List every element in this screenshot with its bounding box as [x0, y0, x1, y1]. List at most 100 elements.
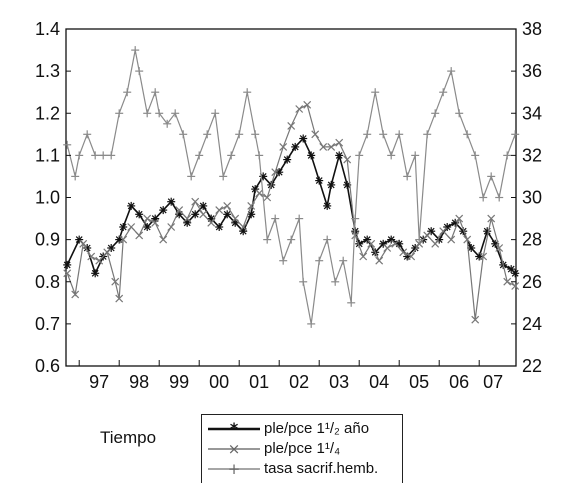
- data-point: [327, 142, 336, 151]
- data-point: [95, 256, 104, 265]
- y-right-tick-label: 28: [522, 230, 542, 250]
- data-point: [263, 235, 272, 244]
- data-point: [135, 210, 144, 219]
- y-left-tick-label: 1.0: [35, 188, 60, 208]
- marker-stroke: [375, 256, 384, 265]
- marker-stroke: [415, 239, 424, 248]
- data-point: [223, 201, 232, 210]
- data-point: [487, 172, 496, 181]
- data-point: [315, 176, 324, 185]
- svg-text:+: +: [228, 460, 241, 478]
- marker-stroke: [63, 269, 72, 278]
- marker-stroke: [135, 210, 143, 218]
- data-point: [367, 239, 376, 248]
- marker-stroke: [75, 236, 83, 244]
- series-layer: [63, 46, 520, 328]
- data-point: [287, 235, 296, 244]
- marker-stroke: [159, 235, 168, 244]
- data-point: [503, 277, 512, 286]
- y-right-tick-label: 34: [522, 103, 542, 123]
- data-point: [411, 151, 420, 160]
- marker-stroke: [91, 269, 99, 277]
- data-point: [299, 277, 308, 286]
- data-point: [91, 269, 100, 278]
- data-point: [183, 218, 192, 227]
- legend-item-tasa-sacrif: + tasa sacrif.hemb.: [202, 459, 402, 479]
- marker-stroke: [283, 156, 291, 164]
- y-right-tick-label: 30: [522, 188, 542, 208]
- data-point: [511, 269, 520, 278]
- marker-stroke: [463, 235, 472, 244]
- y-left-tick-label: 0.6: [35, 356, 60, 376]
- marker-stroke: [247, 201, 256, 210]
- marker-stroke: [351, 231, 360, 240]
- x-tick-label: 02: [289, 372, 309, 392]
- marker-stroke: [71, 290, 80, 299]
- marker-stroke: [303, 100, 312, 109]
- marker-stroke: [355, 240, 363, 248]
- y-right-tick-label: 38: [522, 19, 542, 39]
- data-point: [247, 201, 256, 210]
- legend-swatch-ple-pce-1-25: ×: [208, 440, 260, 458]
- marker-stroke: [287, 121, 296, 130]
- marker-stroke: [379, 240, 387, 248]
- data-point: [115, 109, 124, 118]
- data-point: [143, 223, 152, 231]
- marker-stroke: [467, 244, 475, 252]
- marker-stroke: [363, 236, 371, 244]
- data-point: [291, 142, 300, 151]
- data-point: [191, 210, 200, 219]
- y-left-tick-label: 1.4: [35, 19, 60, 39]
- data-point: [339, 256, 348, 265]
- data-point: [187, 172, 196, 181]
- series-line: [66, 103, 516, 320]
- data-point: [323, 235, 332, 244]
- marker-stroke: [143, 214, 152, 223]
- data-point: [447, 235, 456, 244]
- data-point: [115, 294, 124, 303]
- data-point: [303, 100, 312, 109]
- data-point: [143, 214, 152, 223]
- legend-item-ple-pce-1-25: × ple/pce 1¹/₄: [202, 439, 402, 459]
- data-point: [119, 235, 128, 244]
- data-point: [255, 151, 264, 160]
- marker-stroke: [83, 244, 91, 252]
- x-tick-label: 04: [369, 372, 389, 392]
- marker-stroke: [359, 252, 368, 261]
- data-point: [295, 214, 304, 223]
- data-point: [351, 231, 360, 240]
- marker-stroke: [271, 168, 280, 177]
- marker-stroke: [207, 218, 216, 227]
- marker-stroke: [391, 239, 400, 248]
- marker-stroke: [479, 252, 488, 261]
- data-point: [343, 155, 352, 164]
- marker-stroke: [307, 151, 315, 159]
- data-point: [487, 214, 496, 223]
- data-point: [99, 151, 108, 160]
- marker-stroke: [255, 189, 264, 198]
- svg-text:×: ×: [228, 440, 241, 458]
- marker-stroke: [327, 181, 335, 189]
- legend: * ple/pce 1¹/₂ año × ple/pce 1¹/₄ + tasa…: [201, 414, 403, 483]
- legend-swatch-ple-pce-1-5: *: [208, 419, 260, 438]
- legend-swatch-tasa-sacrif: +: [208, 460, 260, 478]
- data-point: [475, 252, 484, 261]
- marker-stroke: [199, 210, 208, 219]
- data-point: [359, 252, 368, 261]
- legend-label: ple/pce 1¹/₄: [264, 440, 341, 457]
- data-point: [127, 201, 136, 210]
- data-point: [171, 109, 180, 118]
- data-point: [75, 151, 84, 160]
- x-tick-label: 97: [89, 372, 109, 392]
- y-left-tick-label: 0.7: [35, 314, 60, 334]
- data-point: [423, 231, 432, 240]
- marker-stroke: [199, 202, 207, 210]
- data-point: [383, 244, 392, 252]
- data-point: [455, 214, 464, 223]
- data-point: [351, 214, 360, 223]
- marker-stroke: [335, 138, 344, 147]
- y-right-tick-label: 26: [522, 272, 542, 292]
- marker-stroke: [79, 239, 88, 248]
- data-point: [159, 206, 168, 215]
